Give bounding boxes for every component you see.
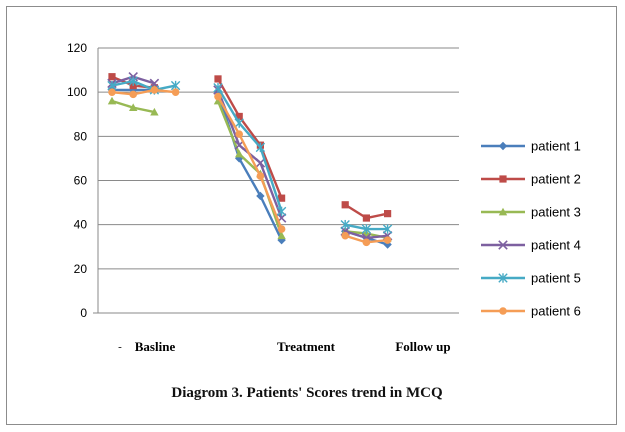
data-point [129,103,138,112]
data-point [382,224,393,234]
legend-label: patient 2 [531,172,581,187]
data-point [361,224,372,234]
data-point [214,92,222,101]
marker-stroke [498,240,508,250]
data-point [128,76,138,86]
y-tick-label: 20 [74,262,88,276]
legend-marker [498,207,508,216]
y-tick-label: 100 [67,85,87,99]
data-point [171,88,180,96]
legend-item: patient 2 [481,172,581,187]
legend-marker [499,175,507,183]
data-point [255,158,266,168]
data-point [341,201,349,209]
legend-item: patient 6 [481,304,581,319]
legend-marker [499,307,507,315]
legend-item: patient 3 [481,205,581,220]
marker-stroke [255,158,266,168]
data-point [278,194,286,202]
series-patient-3 [107,96,392,242]
marker-stroke [149,78,160,89]
data-point [383,236,392,244]
data-point [235,112,243,121]
data-point [277,231,286,240]
series-line [111,79,176,92]
chart-caption: Diagrom 3. Patients' Scores trend in MCQ [171,385,443,401]
legend-item: patient 5 [481,271,581,286]
data-point [362,214,370,222]
data-point [150,107,159,116]
chart-frame: 0 20 40 60 80 100 120 Basline Treatment Follow up… [6,6,617,425]
data-point [234,118,244,128]
data-point [235,130,243,138]
data-point [362,238,371,247]
legend-marker [498,141,508,151]
x-group-label: Basline [135,339,176,354]
data-point [384,210,392,218]
data-point [108,73,116,81]
legend-item: patient 4 [481,238,581,253]
legend-item: patient 1 [481,139,581,154]
data-point [255,142,266,153]
legend-label: patient 5 [531,271,581,286]
data-point [277,225,286,233]
data-point [276,206,287,217]
series-line [216,78,283,199]
data-point [108,88,116,96]
y-tick-label: 0 [80,306,87,320]
data-point [149,78,160,89]
series-line [111,88,176,96]
data-point [341,231,350,240]
data-point [129,90,137,99]
data-point [256,191,265,201]
data-point [234,140,244,150]
y-tick-label: 40 [74,218,88,232]
x-group-label: Treatment [277,339,336,354]
legend-marker [498,273,508,283]
legend-label: patient 6 [531,304,581,319]
data-point [213,83,223,93]
legend-label: patient 1 [531,139,581,154]
marker-stroke [234,140,244,150]
line-chart: 0 20 40 60 80 100 120 Basline Treatment Follow up… [67,41,581,354]
y-tick-label: 120 [67,41,87,55]
data-point [235,149,244,158]
series-patient-2 [108,73,392,222]
legend-label: patient 3 [531,205,581,220]
data-point [150,86,159,94]
stray-mark: - [118,341,122,353]
data-point [340,219,350,230]
x-group-label: Follow up [395,339,450,354]
y-tick-label: 60 [74,174,88,188]
series-line [216,87,283,212]
legend-label: patient 4 [531,238,581,253]
data-point [107,96,117,105]
data-point [214,75,222,83]
series-line [216,95,283,230]
y-tick-label: 80 [74,129,88,143]
series-patient-6 [108,86,392,247]
legend-marker [498,240,508,250]
data-point [256,172,265,180]
